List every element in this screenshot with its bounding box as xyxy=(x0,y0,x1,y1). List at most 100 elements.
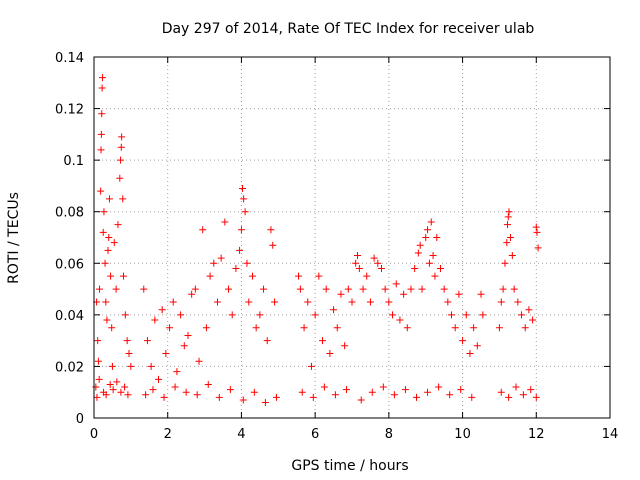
data-point xyxy=(433,234,441,241)
data-point xyxy=(101,259,109,267)
y-tick-label: 0.02 xyxy=(55,360,84,375)
data-point xyxy=(477,290,485,298)
data-point xyxy=(124,391,132,399)
data-point xyxy=(119,272,127,280)
data-point xyxy=(505,208,513,216)
data-point xyxy=(267,226,275,234)
data-point xyxy=(499,285,507,293)
data-point xyxy=(416,241,424,249)
data-point xyxy=(113,378,121,386)
data-point xyxy=(199,226,207,234)
data-point xyxy=(427,218,435,226)
data-point xyxy=(533,228,541,236)
data-point xyxy=(236,246,244,254)
data-point xyxy=(295,272,303,280)
x-tick-label: 14 xyxy=(602,427,619,442)
data-point xyxy=(401,386,409,394)
data-point xyxy=(180,342,188,350)
data-point xyxy=(532,393,540,401)
data-point xyxy=(202,324,210,332)
data-point xyxy=(123,337,131,345)
data-point xyxy=(102,298,110,306)
data-point xyxy=(97,130,105,138)
data-point xyxy=(117,143,125,151)
data-point xyxy=(256,311,264,319)
data-point xyxy=(102,391,110,399)
data-point xyxy=(118,133,126,141)
y-tick-labels: 0 0.02 0.04 0.06 0.08 0.1 0.12 0.14 xyxy=(55,51,84,427)
data-point xyxy=(147,362,155,370)
data-point xyxy=(300,324,308,332)
data-point xyxy=(455,290,463,298)
data-point xyxy=(107,272,115,280)
x-tick-label: 6 xyxy=(311,427,319,442)
data-point xyxy=(307,362,315,370)
data-point xyxy=(143,337,151,345)
x-tick-label: 2 xyxy=(164,427,172,442)
data-point xyxy=(462,311,470,319)
data-point xyxy=(418,285,426,293)
data-point xyxy=(529,316,537,324)
data-point xyxy=(311,311,319,319)
data-point xyxy=(108,362,116,370)
data-point xyxy=(319,337,327,345)
data-point xyxy=(504,213,512,221)
data-point xyxy=(171,383,179,391)
data-point xyxy=(112,285,120,293)
y-tick-label: 0.12 xyxy=(55,103,84,118)
data-point xyxy=(381,285,389,293)
data-point xyxy=(213,298,221,306)
x-tick-label: 8 xyxy=(385,427,393,442)
data-point xyxy=(105,195,113,203)
data-point xyxy=(400,290,408,298)
y-tick-label: 0.04 xyxy=(55,309,84,324)
data-point xyxy=(422,234,430,241)
data-point xyxy=(250,388,258,396)
data-point xyxy=(407,285,415,293)
data-point xyxy=(127,362,135,370)
data-point xyxy=(497,298,505,306)
data-point xyxy=(272,393,280,401)
data-point xyxy=(103,316,111,324)
data-point xyxy=(424,388,432,396)
data-point xyxy=(457,386,465,394)
data-point xyxy=(263,337,271,345)
data-point xyxy=(155,375,162,383)
data-point xyxy=(151,316,159,324)
y-tick-label: 0 xyxy=(76,412,84,427)
data-point xyxy=(377,264,385,272)
data-point xyxy=(96,285,104,293)
data-point xyxy=(228,311,236,319)
data-point xyxy=(521,324,529,332)
data-point xyxy=(296,285,304,293)
data-point xyxy=(396,316,404,324)
data-point xyxy=(354,252,362,260)
data-point xyxy=(160,393,168,401)
x-tick-label: 4 xyxy=(237,427,245,442)
data-point xyxy=(125,350,133,358)
data-point xyxy=(117,388,125,396)
data-point xyxy=(352,259,360,267)
data-point xyxy=(525,306,533,314)
data-point xyxy=(243,259,251,267)
data-point xyxy=(385,298,393,306)
data-point xyxy=(390,391,398,399)
data-point xyxy=(379,383,387,391)
data-point xyxy=(512,383,520,391)
data-point xyxy=(177,311,185,319)
data-point xyxy=(261,399,269,407)
data-point xyxy=(237,226,245,234)
data-point xyxy=(221,218,229,226)
y-axis-label: ROTI / TECUs xyxy=(6,192,22,284)
data-point xyxy=(206,272,214,280)
data-point xyxy=(425,259,433,267)
data-point xyxy=(169,298,177,306)
data-point xyxy=(182,388,190,396)
data-point xyxy=(459,337,467,345)
x-tick-labels: 0 2 4 6 8 10 12 14 xyxy=(90,427,618,442)
data-point xyxy=(204,380,212,388)
data-point xyxy=(97,146,105,154)
data-points xyxy=(92,74,542,407)
data-point xyxy=(93,393,101,401)
